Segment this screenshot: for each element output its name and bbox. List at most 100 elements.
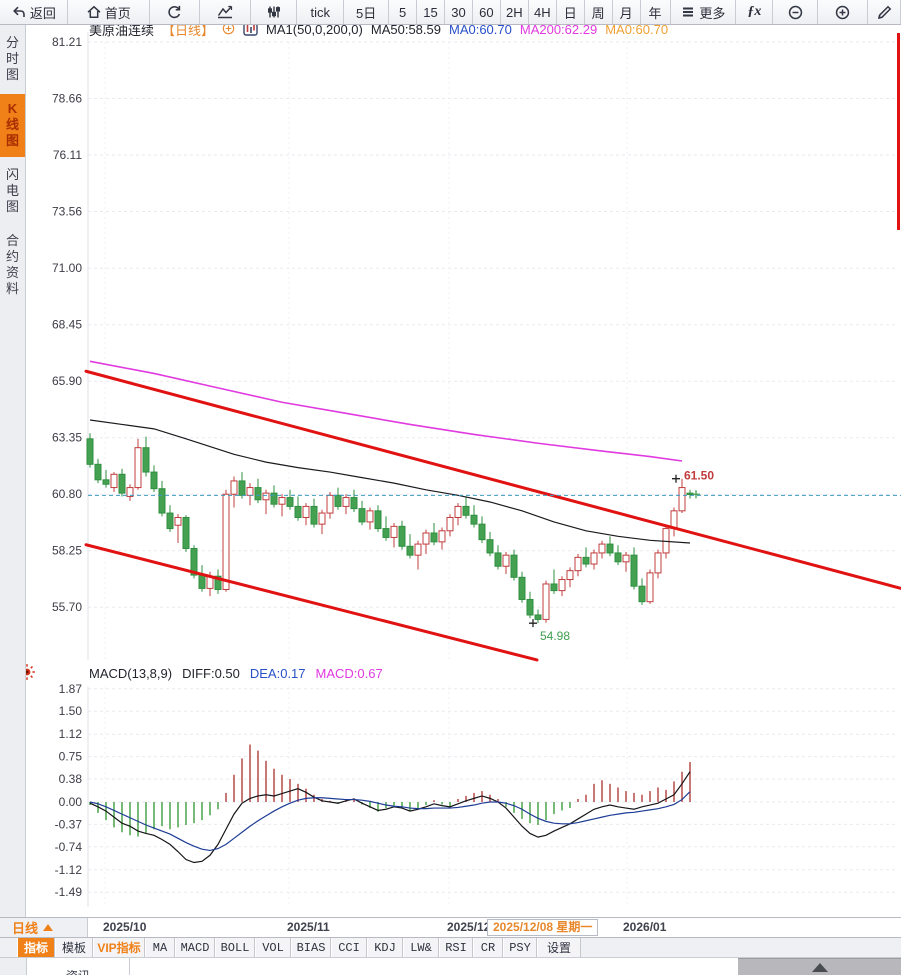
macd-header: MACD(13,8,9) DIFF:0.50 DEA:0.17 MACD:0.6… xyxy=(89,666,383,681)
home-icon xyxy=(86,4,102,20)
collapse-arrow-icon xyxy=(811,963,828,972)
toolbar-button-label: 首页 xyxy=(104,5,131,21)
more-button[interactable]: 更多 xyxy=(671,0,737,24)
toolbar-button-label: 周 xyxy=(591,5,605,21)
tab-lw[interactable]: LW& xyxy=(403,938,439,957)
tab-vip-indicator[interactable]: VIP指标 xyxy=(93,938,145,957)
svg-text:60.80: 60.80 xyxy=(52,487,82,501)
svg-text:0.75: 0.75 xyxy=(59,750,83,764)
tab-indicator[interactable]: 指标 xyxy=(17,938,55,957)
tab-kdj[interactable]: KDJ xyxy=(367,938,403,957)
date-axis: 日线 2025/10 2025/11 2025/12 2025/12/08 星期一 20… xyxy=(0,917,901,938)
zoom-out-icon xyxy=(787,4,804,21)
toolbar-button-label: tick xyxy=(310,4,331,20)
period-5day-button[interactable]: 5日 xyxy=(344,0,390,24)
svg-text:-1.12: -1.12 xyxy=(55,863,83,877)
toolbar-button-label: 5日 xyxy=(356,5,377,21)
svg-text:71.00: 71.00 xyxy=(52,261,82,275)
period-60min-button[interactable]: 60 xyxy=(473,0,501,24)
period-year-button[interactable]: 年 xyxy=(641,0,671,24)
sidebar-item-label: K线图 xyxy=(5,101,19,148)
refresh-button[interactable] xyxy=(150,0,200,24)
svg-text:65.90: 65.90 xyxy=(52,374,82,388)
svg-text:-0.74: -0.74 xyxy=(55,840,83,854)
left-sidebar: 分时图 K线图闪电图合约资料 xyxy=(0,25,26,917)
ma50-value: MA50:58.59 xyxy=(370,22,441,37)
indicator-tuner-button[interactable] xyxy=(251,0,298,24)
toolbar-button-label: 2H xyxy=(506,4,523,20)
collapse-panel-button[interactable] xyxy=(738,958,901,975)
sidebar-item-label: 合约资料 xyxy=(5,233,19,296)
sidebar-item-label: 分时图 xyxy=(5,35,19,82)
period-week-button[interactable]: 周 xyxy=(585,0,613,24)
sidebar-item-contract-info[interactable]: 合约资料 xyxy=(0,226,25,305)
tab-rsi[interactable]: RSI xyxy=(439,938,473,957)
top-toolbar: 返回 首页 tick 5日 5 15 30 60 2H 4H 日周月年 更多 ƒx xyxy=(0,0,901,25)
date-label: 2026/01 xyxy=(623,920,667,934)
tab-bias[interactable]: BIAS xyxy=(291,938,331,957)
tab-cr[interactable]: CR xyxy=(473,938,503,957)
tab-macd[interactable]: MACD xyxy=(175,938,215,957)
home-button[interactable]: 首页 xyxy=(68,0,150,24)
period-month-button[interactable]: 月 xyxy=(613,0,641,24)
tab-boll[interactable]: BOLL xyxy=(215,938,255,957)
svg-text:1.12: 1.12 xyxy=(59,727,83,741)
tab-settings[interactable]: 设置 xyxy=(537,938,581,957)
sidebar-item-time-chart[interactable]: 分时图 xyxy=(0,28,25,91)
period-tag: 【日线】 xyxy=(162,23,215,38)
news-tab-label: 资讯 xyxy=(27,967,129,975)
period-5min-button[interactable]: 5 xyxy=(389,0,418,24)
period-15min-button[interactable]: 15 xyxy=(417,0,445,24)
svg-text:63.35: 63.35 xyxy=(52,431,82,445)
svg-text:81.21: 81.21 xyxy=(52,35,82,49)
svg-text:-1.49: -1.49 xyxy=(55,885,83,899)
period-selector[interactable]: 日线 xyxy=(0,918,88,937)
tab-psy[interactable]: PSY xyxy=(503,938,537,957)
zoom-in-button[interactable] xyxy=(818,0,869,24)
sidebar-item-kline-chart[interactable]: K线图 xyxy=(0,94,25,157)
toolbar-button-label: 4H xyxy=(533,4,551,20)
dropdown-arrow-icon xyxy=(43,924,54,931)
period-tick-button[interactable]: tick xyxy=(297,0,345,24)
svg-text:58.25: 58.25 xyxy=(52,544,82,558)
tuner-icon xyxy=(266,4,282,20)
dea-value: DEA:0.17 xyxy=(249,666,306,681)
tab-ma[interactable]: MA xyxy=(145,938,175,957)
toolbar-button-label: 60 xyxy=(479,4,494,20)
period-label: 日线 xyxy=(12,921,39,936)
tab-news[interactable]: 资讯 xyxy=(27,958,130,975)
tab-vol[interactable]: VOL xyxy=(255,938,291,957)
tab-template[interactable]: 模板 xyxy=(55,938,93,957)
svg-text:1.87: 1.87 xyxy=(59,682,83,696)
date-label: 2025/11 xyxy=(287,920,330,934)
menu-icon xyxy=(680,4,696,20)
svg-text:73.56: 73.56 xyxy=(52,205,82,219)
ma0-blue-value: MA0:60.70 xyxy=(448,22,512,37)
ma-settings-label: MA1(50,0,200,0) xyxy=(266,22,363,37)
period-2h-button[interactable]: 2H xyxy=(501,0,529,24)
tab-cci[interactable]: CCI xyxy=(331,938,367,957)
svg-text:61.50: 61.50 xyxy=(684,469,714,483)
ma0-orange-value: MA0:60.70 xyxy=(605,22,669,37)
toolbar-button-label: 15 xyxy=(423,4,438,20)
sidebar-item-lightning-chart[interactable]: 闪电图 xyxy=(0,160,25,223)
toolbar-button-label: 返回 xyxy=(29,5,56,21)
date-label: 2025/12 xyxy=(447,920,491,934)
svg-text:0.00: 0.00 xyxy=(59,795,83,809)
macd-params-label: MACD(13,8,9) xyxy=(89,666,173,681)
period-day-button[interactable]: 日 xyxy=(557,0,585,24)
bottom-bar: 资讯 xyxy=(0,958,901,975)
zoom-out-button[interactable] xyxy=(773,0,819,24)
ma200-value: MA200:62.29 xyxy=(519,22,598,37)
svg-text:76.11: 76.11 xyxy=(53,148,82,162)
formula-button[interactable]: ƒx xyxy=(736,0,774,24)
selected-date-label: 2025/12/08 星期一 xyxy=(487,919,599,936)
draw-button[interactable] xyxy=(868,0,901,24)
svg-text:-0.37: -0.37 xyxy=(55,817,83,831)
back-button[interactable]: 返回 xyxy=(0,0,68,24)
line-chart-icon xyxy=(216,4,234,20)
chart-style-button[interactable] xyxy=(200,0,252,24)
period-4h-button[interactable]: 4H xyxy=(529,0,557,24)
period-30min-button[interactable]: 30 xyxy=(445,0,473,24)
